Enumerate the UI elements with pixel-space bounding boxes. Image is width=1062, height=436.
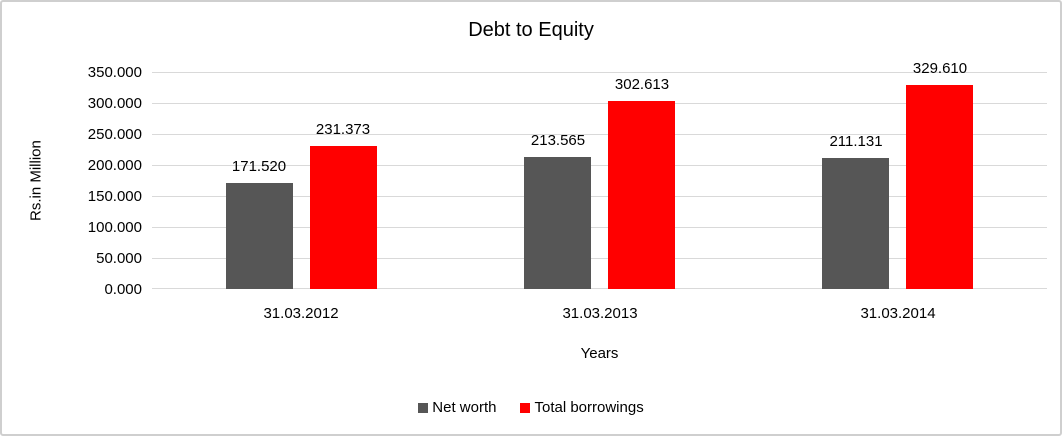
y-tick-label: 200.000 [87,157,142,174]
gridline [152,103,1047,104]
bar-total-borrowings [906,85,973,289]
bar-value-label: 211.131 [829,133,883,150]
bar-value-label: 231.373 [315,121,371,138]
bar-total-borrowings [608,101,675,289]
legend: Net worth Total borrowings [2,399,1060,417]
bar-value-label: 302.613 [614,76,670,93]
gridline [152,72,1047,73]
legend-label-net-worth: Net worth [432,399,497,416]
y-tick-label: 300.000 [87,95,142,112]
bar-value-label: 213.565 [530,132,586,149]
x-axis-label: Years [580,345,619,362]
legend-label-total-borrowings: Total borrowings [534,399,644,416]
gridline [152,134,1047,135]
legend-entry-total-borrowings: Total borrowings [520,399,644,417]
bar-total-borrowings [310,146,377,289]
gridline [152,288,1047,289]
bar-value-label: 329.610 [912,60,968,77]
x-tick-label: 31.03.2012 [263,305,339,322]
y-tick-label: 350.000 [87,64,142,81]
y-tick-label: 250.000 [87,126,142,143]
x-tick-label: 31.03.2013 [562,305,638,322]
y-tick-label: 50.000 [96,250,142,267]
plot-area: 171.520 231.373 213.565 302.613 211.131 329.6… [152,60,1047,289]
gridline [152,258,1047,259]
bar-net-worth [226,183,293,289]
bar-value-label: 171.520 [231,158,287,175]
bar-net-worth [524,157,591,289]
y-tick-label: 150.000 [87,188,142,205]
legend-swatch-net-worth [418,403,429,413]
chart-title: Debt to Equity [468,19,594,41]
gridline [152,196,1047,197]
legend-entry-net-worth: Net worth [418,399,496,417]
x-tick-label: 31.03.2014 [860,305,936,322]
y-tick-label: 100.000 [87,219,142,236]
gridline [152,227,1047,228]
y-tick-label: 0.000 [104,281,142,298]
gridline [152,165,1047,166]
legend-swatch-total-borrowings [520,403,531,413]
bar-net-worth [822,158,889,289]
